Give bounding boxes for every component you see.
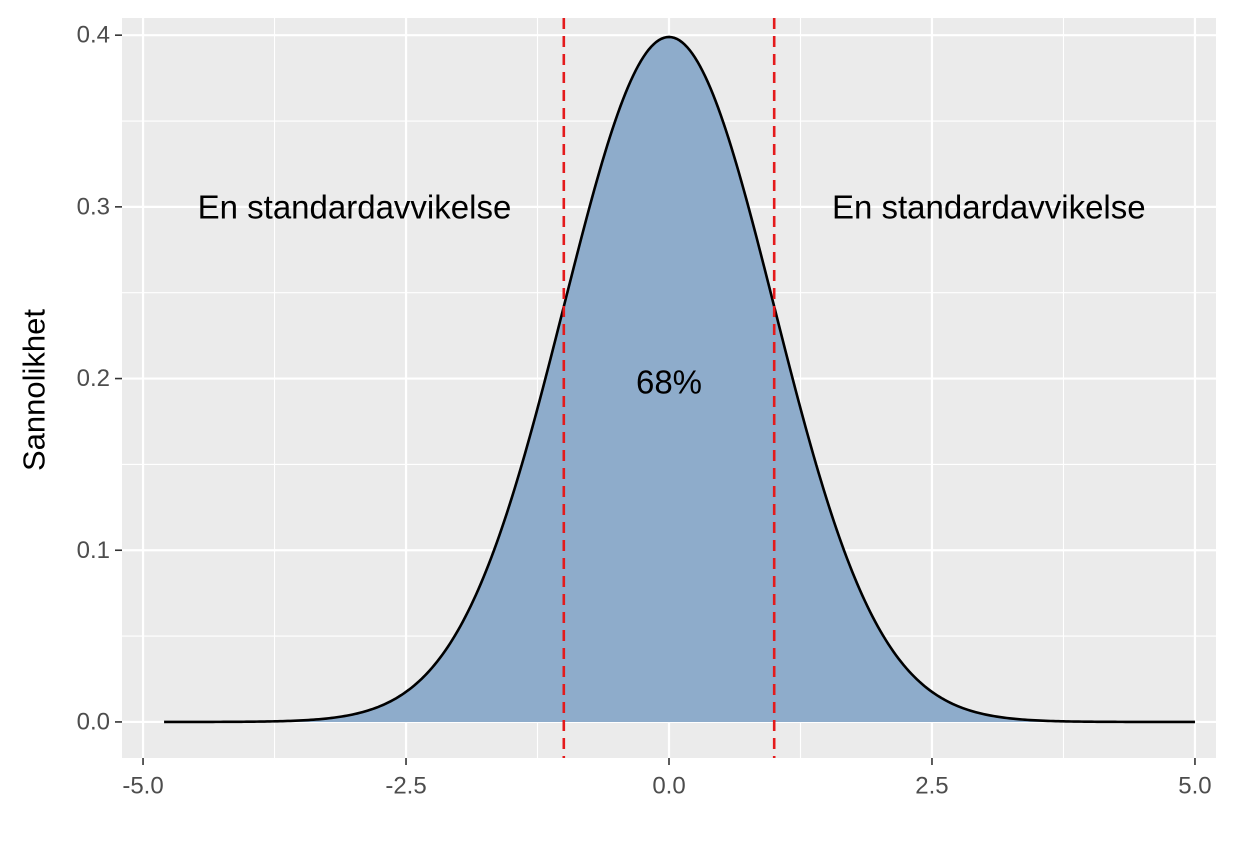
y-tick-label: 0.0 bbox=[77, 708, 110, 735]
x-tick-label: 0.0 bbox=[652, 773, 685, 800]
y-axis-title: Sannolikhet bbox=[17, 309, 52, 471]
density-area bbox=[164, 36, 1195, 722]
sd-lines bbox=[562, 18, 776, 758]
annotation-center-percent: 68% bbox=[636, 363, 702, 400]
y-tick-label: 0.4 bbox=[77, 22, 110, 49]
x-tick-label: -5.0 bbox=[122, 773, 163, 800]
y-tick-label: 0.3 bbox=[77, 193, 110, 220]
x-tick-label: 5.0 bbox=[1178, 773, 1211, 800]
x-tick-label: -2.5 bbox=[385, 773, 426, 800]
x-tick-label: 2.5 bbox=[915, 773, 948, 800]
annotation-left: En standardavvikelse bbox=[198, 188, 512, 225]
y-axis: 0.0 0.1 0.2 0.3 0.4 bbox=[77, 22, 122, 735]
y-tick-label: 0.1 bbox=[77, 537, 110, 564]
y-tick-label: 0.2 bbox=[77, 365, 110, 392]
x-axis: -5.0 -2.5 0.0 2.5 5.0 bbox=[122, 758, 1212, 800]
density-curve bbox=[164, 35, 1195, 724]
annotation-right: En standardavvikelse bbox=[832, 188, 1146, 225]
